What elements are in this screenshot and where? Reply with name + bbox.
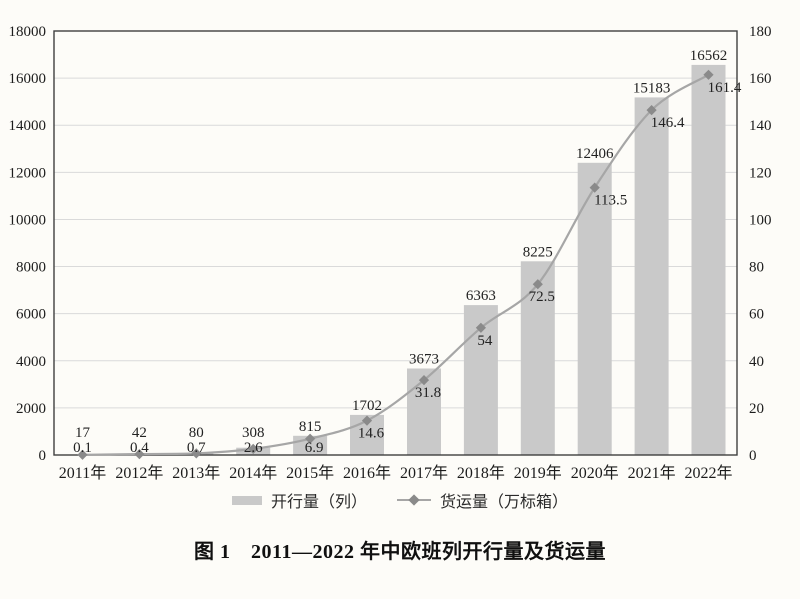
- svg-text:2020年: 2020年: [571, 464, 619, 482]
- legend-label-trains: 开行量（列）: [270, 494, 367, 511]
- svg-text:0.4: 0.4: [130, 440, 149, 456]
- svg-text:308: 308: [242, 425, 265, 441]
- svg-text:20: 20: [749, 401, 764, 417]
- svg-text:100: 100: [749, 212, 772, 228]
- bar-swatch-icon: [231, 495, 262, 505]
- svg-text:2012年: 2012年: [115, 464, 163, 482]
- legend-item-trains: 开行量（列）: [231, 488, 367, 512]
- svg-text:2015年: 2015年: [286, 464, 334, 482]
- svg-text:15183: 15183: [633, 80, 671, 96]
- svg-text:8000: 8000: [16, 260, 46, 276]
- svg-text:4000: 4000: [16, 354, 46, 370]
- gridlines: [54, 77, 737, 409]
- svg-text:42: 42: [132, 425, 147, 441]
- svg-text:2011年: 2011年: [59, 464, 106, 482]
- svg-text:0: 0: [39, 448, 47, 464]
- svg-text:80: 80: [189, 425, 204, 441]
- x-axis-ticks: 2011年 2012年 2013年 2014年 2015年 2016年 2017年 2018年…: [59, 464, 733, 482]
- svg-text:8225: 8225: [523, 244, 553, 260]
- svg-text:6000: 6000: [16, 307, 46, 323]
- svg-text:160: 160: [749, 71, 772, 87]
- svg-text:815: 815: [299, 419, 322, 435]
- bar: [577, 162, 612, 456]
- svg-text:2017年: 2017年: [400, 464, 448, 482]
- svg-text:2.6: 2.6: [244, 440, 263, 456]
- svg-text:0: 0: [749, 448, 757, 464]
- svg-text:12000: 12000: [9, 165, 47, 181]
- left-axis-ticks: 0 2000 4000 6000 8000 10000 12000 14000 16000 180…: [9, 24, 47, 464]
- diamond-marker-icon: [408, 494, 420, 506]
- svg-text:60: 60: [749, 307, 764, 323]
- svg-text:31.8: 31.8: [415, 385, 441, 401]
- svg-text:120: 120: [749, 165, 772, 181]
- svg-text:2022年: 2022年: [684, 464, 732, 482]
- svg-text:2018年: 2018年: [457, 464, 505, 482]
- svg-text:3673: 3673: [409, 352, 439, 368]
- svg-text:80: 80: [749, 260, 764, 276]
- combo-chart-svg: 170.1420.4800.73082.68156.9170214.636733…: [9, 24, 772, 482]
- svg-text:2000: 2000: [16, 401, 46, 417]
- svg-text:16000: 16000: [9, 71, 47, 87]
- svg-text:0.7: 0.7: [187, 440, 206, 456]
- svg-text:18000: 18000: [9, 24, 47, 40]
- figure-caption: 图 1 2011—2022 年中欧班列开行量及货运量: [194, 541, 606, 563]
- svg-text:40: 40: [749, 354, 764, 370]
- bar: [634, 97, 669, 456]
- svg-text:2016年: 2016年: [343, 464, 391, 482]
- svg-text:17: 17: [75, 425, 91, 441]
- svg-text:12406: 12406: [576, 146, 614, 162]
- svg-text:113.5: 113.5: [594, 193, 627, 209]
- legend-label-freight: 货运量（万标箱）: [440, 494, 569, 511]
- svg-text:140: 140: [749, 118, 772, 134]
- svg-text:16562: 16562: [690, 48, 728, 64]
- svg-text:2013年: 2013年: [172, 464, 220, 482]
- svg-text:14000: 14000: [9, 118, 47, 134]
- line-series: [82, 73, 710, 456]
- svg-text:2014年: 2014年: [229, 464, 277, 482]
- bar: [520, 261, 555, 455]
- bar-series: [65, 64, 726, 456]
- svg-text:2021年: 2021年: [628, 464, 676, 482]
- right-axis-ticks: 0 20 40 60 80 100 120 140 160 180: [749, 24, 772, 464]
- svg-text:180: 180: [749, 24, 772, 40]
- bar: [691, 64, 726, 456]
- svg-text:146.4: 146.4: [651, 115, 685, 131]
- svg-text:6.9: 6.9: [305, 440, 324, 456]
- svg-text:54: 54: [477, 333, 493, 349]
- line-diamond-icon: [397, 494, 431, 506]
- legend: 开行量（列） 货运量（万标箱）: [0, 488, 800, 512]
- svg-text:10000: 10000: [9, 212, 47, 228]
- svg-text:72.5: 72.5: [529, 289, 555, 305]
- svg-text:0.1: 0.1: [73, 440, 92, 456]
- svg-text:1702: 1702: [352, 398, 382, 414]
- svg-text:6363: 6363: [466, 288, 496, 304]
- svg-text:14.6: 14.6: [358, 426, 385, 442]
- plot-frame: [53, 30, 738, 456]
- svg-text:2019年: 2019年: [514, 464, 562, 482]
- svg-text:161.4: 161.4: [708, 80, 742, 96]
- legend-item-freight: 货运量（万标箱）: [397, 488, 568, 512]
